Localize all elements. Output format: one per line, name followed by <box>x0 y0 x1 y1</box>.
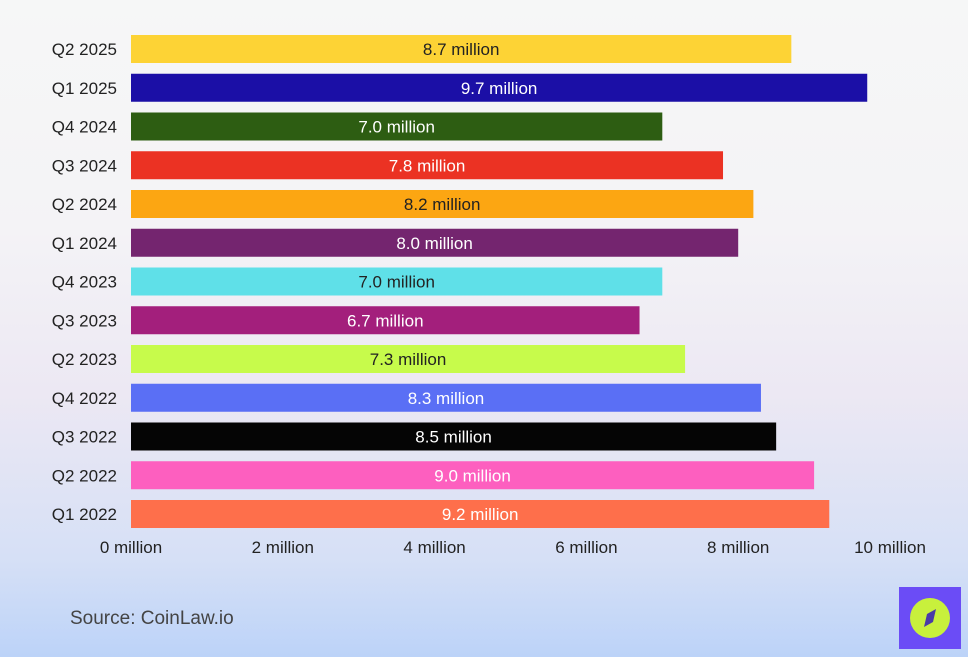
x-tick-label: 8 million <box>707 538 769 557</box>
data-label: 8.7 million <box>423 40 500 59</box>
bar <box>131 267 663 296</box>
category-label: Q3 2022 <box>52 428 117 447</box>
bar <box>131 228 739 257</box>
compass-icon <box>910 598 950 638</box>
data-label: 8.2 million <box>404 195 481 214</box>
x-tick-label: 2 million <box>252 538 314 557</box>
data-label: 9.7 million <box>461 79 538 98</box>
data-label: 8.5 million <box>415 428 492 447</box>
data-label: 8.3 million <box>408 389 485 408</box>
category-label: Q4 2024 <box>52 118 117 137</box>
category-label: Q2 2023 <box>52 350 117 369</box>
x-tick-label: 6 million <box>555 538 617 557</box>
category-label: Q3 2024 <box>52 156 117 175</box>
bar <box>131 306 640 335</box>
bar <box>131 461 815 490</box>
bar <box>131 73 868 102</box>
data-label: 9.0 million <box>434 466 511 485</box>
bar <box>131 35 792 63</box>
category-label: Q2 2025 <box>52 40 117 59</box>
x-tick-label: 0 million <box>100 538 162 557</box>
data-label: 6.7 million <box>347 311 424 330</box>
category-label: Q1 2024 <box>52 234 117 253</box>
data-label: 7.0 million <box>358 118 435 137</box>
bar <box>131 112 663 141</box>
category-label: Q1 2025 <box>52 79 117 98</box>
data-label: 7.8 million <box>389 156 466 175</box>
data-label: 7.3 million <box>370 350 447 369</box>
data-label: 7.0 million <box>358 273 435 292</box>
bar <box>131 383 761 412</box>
x-tick-label: 4 million <box>403 538 465 557</box>
data-label: 9.2 million <box>442 505 519 524</box>
category-label: Q4 2022 <box>52 389 117 408</box>
category-label: Q3 2023 <box>52 311 117 330</box>
category-label: Q4 2023 <box>52 273 117 292</box>
source-text: Source: CoinLaw.io <box>70 608 234 629</box>
category-label: Q1 2022 <box>52 505 117 524</box>
x-tick-label: 10 million <box>854 538 926 557</box>
bar <box>131 190 754 218</box>
category-label: Q2 2024 <box>52 195 117 214</box>
data-label: 8.0 million <box>396 234 473 253</box>
bar <box>131 500 830 528</box>
category-label: Q2 2022 <box>52 466 117 485</box>
bar <box>131 422 777 451</box>
bar <box>131 345 686 373</box>
bar <box>131 151 724 180</box>
logo-badge <box>899 587 961 649</box>
